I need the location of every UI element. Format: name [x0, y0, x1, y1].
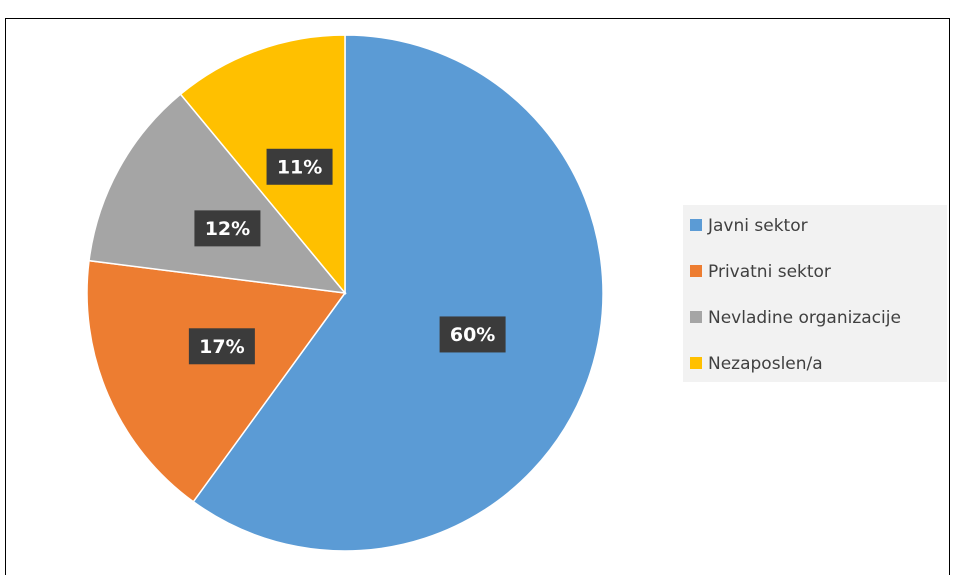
- value-label-box: [188, 328, 255, 365]
- value-label: 12%: [205, 218, 250, 240]
- pie-slice: [179, 34, 346, 296]
- value-label-box: [266, 148, 333, 185]
- legend-swatch: [690, 311, 702, 323]
- legend-swatch: [690, 219, 702, 231]
- pie-slice: [88, 93, 347, 294]
- value-label: 60%: [450, 324, 495, 346]
- value-label-box: [194, 210, 261, 247]
- pie-slice: [192, 34, 604, 552]
- legend-label: Javni sektor: [707, 216, 808, 236]
- legend-swatch: [690, 265, 702, 277]
- value-label: 11%: [277, 156, 322, 178]
- value-label-box: [439, 316, 506, 353]
- legend-label: Privatni sektor: [708, 262, 831, 282]
- legend-label: Nevladine organizacije: [708, 308, 901, 328]
- legend-label: Nezaposlen/a: [708, 354, 823, 374]
- value-label: 17%: [199, 336, 244, 358]
- pie-slice: [86, 259, 347, 503]
- legend: [683, 205, 947, 382]
- legend-swatch: [690, 357, 702, 369]
